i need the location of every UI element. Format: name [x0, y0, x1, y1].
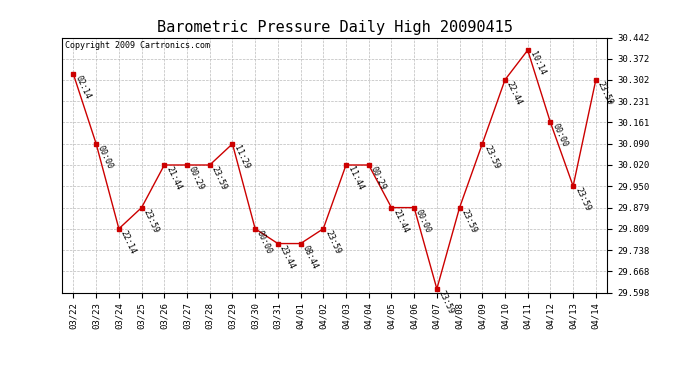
Text: 00:00: 00:00	[255, 229, 274, 255]
Text: 21:44: 21:44	[164, 165, 183, 192]
Text: 11:29: 11:29	[233, 144, 251, 170]
Text: 21:44: 21:44	[391, 208, 410, 234]
Text: 23:59: 23:59	[437, 289, 455, 315]
Text: 11:44: 11:44	[346, 165, 365, 192]
Text: 23:59: 23:59	[482, 144, 501, 170]
Text: 23:44: 23:44	[278, 243, 297, 270]
Text: Copyright 2009 Cartronics.com: Copyright 2009 Cartronics.com	[65, 41, 210, 50]
Text: 23:59: 23:59	[210, 165, 228, 192]
Text: 00:00: 00:00	[96, 144, 115, 170]
Text: 23:59: 23:59	[324, 229, 342, 255]
Text: 02:14: 02:14	[73, 74, 92, 101]
Text: 22:14: 22:14	[119, 229, 137, 255]
Text: 22:44: 22:44	[505, 80, 524, 106]
Text: 23:59: 23:59	[460, 208, 478, 234]
Text: 23:59: 23:59	[596, 80, 615, 106]
Text: 00:00: 00:00	[414, 208, 433, 234]
Text: 23:59: 23:59	[141, 208, 160, 234]
Text: 00:00: 00:00	[551, 122, 569, 149]
Text: 10:14: 10:14	[528, 50, 546, 76]
Text: 08:44: 08:44	[301, 243, 319, 270]
Text: 23:59: 23:59	[573, 186, 592, 213]
Text: 00:29: 00:29	[187, 165, 206, 192]
Title: Barometric Pressure Daily High 20090415: Barometric Pressure Daily High 20090415	[157, 20, 513, 35]
Text: 00:29: 00:29	[368, 165, 388, 192]
